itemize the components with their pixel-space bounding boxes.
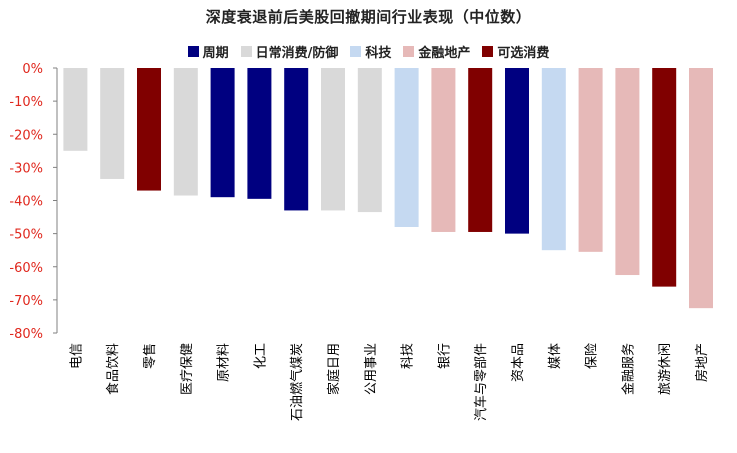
bar	[578, 68, 603, 252]
bar	[615, 68, 640, 276]
bar	[689, 68, 713, 309]
bar	[541, 68, 566, 251]
y-tick-label: -20%	[9, 128, 43, 143]
bar	[394, 68, 419, 227]
bar	[431, 68, 456, 232]
bar	[357, 68, 382, 213]
y-tick-label: -80%	[9, 327, 43, 342]
legend-swatch-staples	[240, 46, 252, 57]
legend-item-tech: 科技	[350, 42, 391, 61]
legend-label-cyclical: 周期	[202, 46, 229, 61]
x-tick-label: 金融服务	[620, 343, 636, 395]
x-tick-label: 资本品	[511, 343, 526, 382]
bar	[210, 68, 235, 198]
x-tick-label: 化工	[253, 343, 268, 369]
legend-swatch-cyclical	[187, 46, 199, 57]
x-tick-label: 家庭日用	[326, 343, 342, 395]
x-tick-label: 媒体	[548, 343, 563, 369]
legend-swatch-financials	[403, 46, 415, 57]
x-tick-label: 食品饮料	[105, 343, 121, 395]
chart-title: 深度衰退前后美股回撤期间行业表现（中位数）	[205, 8, 532, 26]
x-tick-label: 银行	[437, 343, 452, 369]
x-tick-label: 汽车与零部件	[473, 343, 489, 421]
chart-legend: 周期 日常消费/防御 科技 金融地产 可选消费	[0, 42, 737, 61]
legend-label-tech: 科技	[365, 46, 392, 61]
legend-label-financials: 金融地产	[418, 46, 471, 61]
bar	[100, 68, 125, 179]
bar	[63, 68, 88, 151]
legend-label-discretionary: 可选消费	[497, 46, 550, 61]
bar	[284, 68, 309, 211]
x-tick-label: 电信	[69, 343, 84, 369]
bar	[173, 68, 198, 196]
legend-item-cyclical: 周期	[187, 42, 229, 61]
legend-item-financials: 金融地产	[403, 42, 470, 61]
bar	[247, 68, 272, 199]
x-tick-label: 石油燃气煤炭	[289, 343, 305, 421]
bar	[652, 68, 677, 287]
x-tick-label: 保险	[585, 343, 600, 369]
legend-item-staples: 日常消费/防御	[240, 42, 339, 61]
legend-item-discretionary: 可选消费	[482, 42, 549, 61]
y-tick-label: -30%	[9, 161, 43, 176]
legend-swatch-discretionary	[482, 46, 494, 57]
x-tick-label: 医疗保健	[180, 343, 195, 395]
legend-label-staples: 日常消费/防御	[255, 46, 339, 61]
y-tick-label: -10%	[9, 95, 43, 110]
y-tick-label: -40%	[9, 195, 43, 210]
bar	[505, 68, 529, 234]
x-tick-label: 科技	[401, 343, 416, 369]
y-tick-label: -60%	[9, 261, 43, 276]
x-tick-label: 零售	[142, 343, 158, 369]
bar	[321, 68, 345, 211]
y-tick-label: -50%	[9, 228, 43, 243]
bar	[137, 68, 161, 191]
x-tick-label: 房地产	[694, 343, 710, 382]
legend-swatch-tech	[350, 46, 362, 57]
bar	[468, 68, 493, 232]
y-tick-label: -70%	[9, 294, 43, 309]
x-tick-label: 原材料	[217, 343, 232, 382]
y-tick-label: 0%	[22, 62, 43, 77]
x-tick-label: 旅游休闲	[658, 343, 673, 395]
x-tick-label: 公用事业	[364, 343, 379, 395]
